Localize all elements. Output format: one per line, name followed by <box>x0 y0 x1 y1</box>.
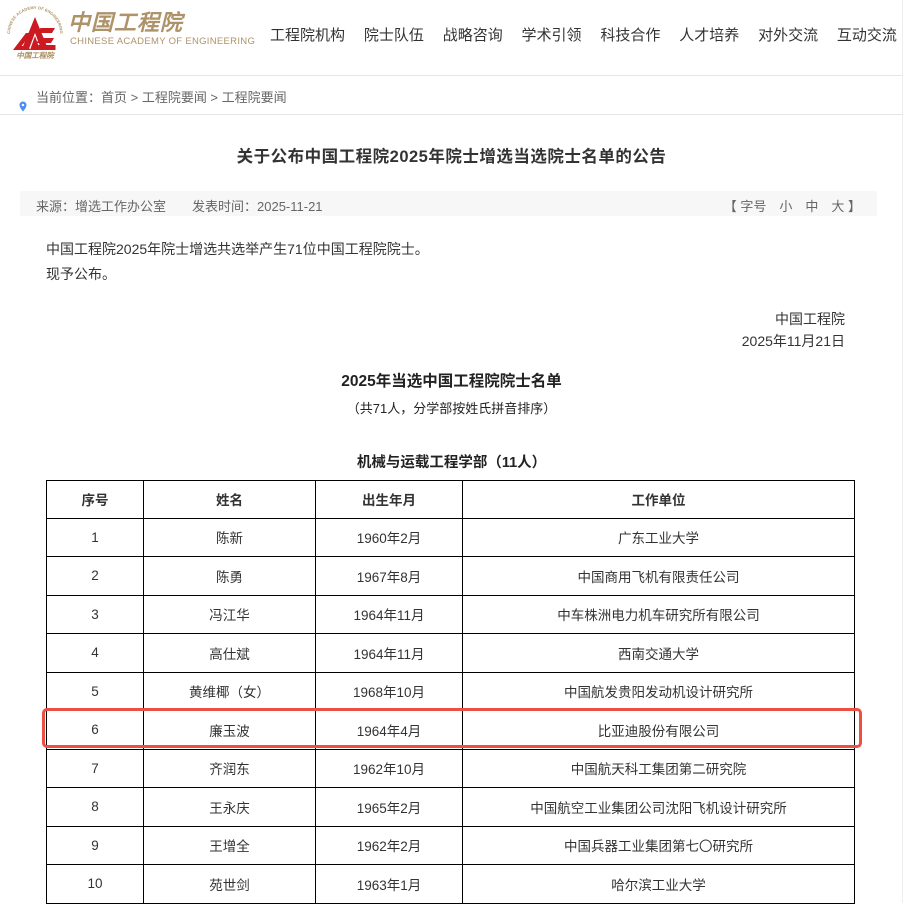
svg-text:中国工程院: 中国工程院 <box>16 51 55 60</box>
